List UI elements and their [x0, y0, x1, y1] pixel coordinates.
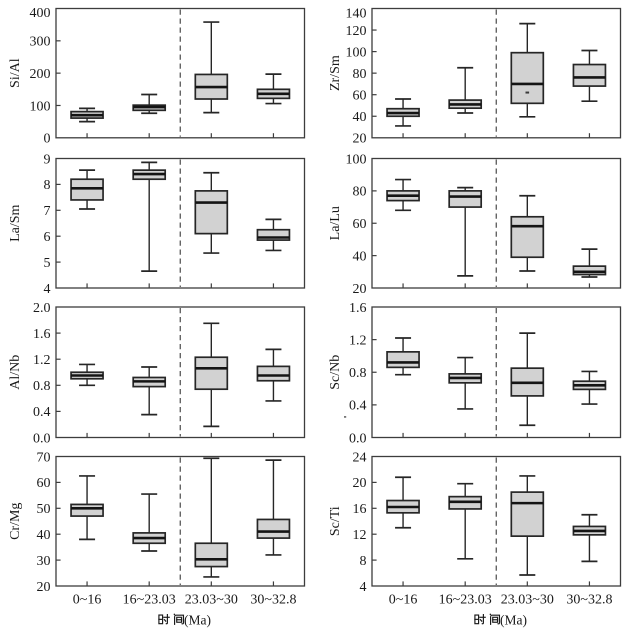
- svg-text:23.03~30: 23.03~30: [501, 593, 554, 608]
- svg-text:0: 0: [44, 132, 51, 147]
- svg-text:0.8: 0.8: [33, 379, 51, 394]
- svg-text:40: 40: [37, 528, 51, 543]
- svg-text:300: 300: [30, 35, 51, 50]
- svg-text:30: 30: [37, 554, 51, 569]
- svg-text:23.03~30: 23.03~30: [185, 593, 238, 608]
- svg-text:140: 140: [346, 6, 367, 21]
- svg-text:La/Lu: La/Lu: [328, 206, 343, 240]
- svg-text:1.2: 1.2: [33, 353, 51, 368]
- svg-text:6: 6: [44, 230, 51, 245]
- svg-text:16~23.03: 16~23.03: [123, 593, 176, 608]
- svg-text:60: 60: [37, 476, 51, 491]
- svg-text:60: 60: [353, 89, 367, 104]
- svg-text:20: 20: [353, 282, 367, 297]
- svg-text:16~23.03: 16~23.03: [439, 593, 492, 608]
- svg-text:9: 9: [44, 152, 51, 167]
- svg-text:30~32.8: 30~32.8: [566, 593, 612, 608]
- svg-text:0~16: 0~16: [73, 593, 102, 608]
- svg-text:20: 20: [353, 132, 367, 147]
- svg-text:(Ma): (Ma): [184, 613, 211, 628]
- svg-text:0.4: 0.4: [349, 399, 367, 414]
- svg-text:100: 100: [30, 99, 51, 114]
- svg-text:0~16: 0~16: [389, 593, 418, 608]
- svg-text:7: 7: [44, 204, 51, 219]
- svg-text:La/Sm: La/Sm: [8, 204, 23, 241]
- svg-text:4: 4: [360, 580, 367, 595]
- svg-text:4: 4: [44, 282, 51, 297]
- svg-text:40: 40: [353, 249, 367, 264]
- svg-text:400: 400: [30, 6, 51, 21]
- svg-text:Zr/Sm: Zr/Sm: [328, 55, 343, 91]
- svg-text:30~32.8: 30~32.8: [250, 593, 296, 608]
- svg-text:8: 8: [44, 178, 51, 193]
- svg-text:100: 100: [346, 152, 367, 167]
- svg-text:40: 40: [353, 110, 367, 125]
- svg-text:2.0: 2.0: [33, 301, 51, 316]
- svg-text:60: 60: [353, 217, 367, 232]
- svg-text:(Ma): (Ma): [500, 613, 527, 628]
- svg-text:80: 80: [353, 185, 367, 200]
- svg-text:Si/Al: Si/Al: [8, 58, 23, 88]
- svg-text:1.6: 1.6: [33, 327, 51, 342]
- svg-text:5: 5: [44, 256, 51, 271]
- svg-text:200: 200: [30, 67, 51, 82]
- svg-text:0.4: 0.4: [33, 405, 51, 420]
- svg-text:120: 120: [346, 24, 367, 39]
- svg-text:Al/Nb: Al/Nb: [8, 355, 23, 390]
- svg-text:Sc/Ti: Sc/Ti: [328, 506, 343, 536]
- svg-text:1.6: 1.6: [349, 301, 367, 316]
- svg-text:16: 16: [353, 502, 367, 517]
- svg-text:50: 50: [37, 502, 51, 517]
- svg-text:70: 70: [37, 450, 51, 465]
- svg-text:100: 100: [346, 45, 367, 60]
- svg-text:1.2: 1.2: [349, 333, 367, 348]
- svg-text:12: 12: [353, 528, 367, 543]
- svg-text:20: 20: [353, 476, 367, 491]
- svg-text:24: 24: [353, 450, 367, 465]
- svg-text:Cr/Mg: Cr/Mg: [8, 503, 23, 540]
- svg-text:80: 80: [353, 67, 367, 82]
- svg-text:0.8: 0.8: [349, 366, 367, 381]
- svg-text:Sc/Nb: Sc/Nb: [328, 355, 343, 390]
- svg-text:8: 8: [360, 554, 367, 569]
- svg-text:0.0: 0.0: [349, 431, 367, 446]
- svg-text:0.0: 0.0: [33, 431, 51, 446]
- svg-text:20: 20: [37, 580, 51, 595]
